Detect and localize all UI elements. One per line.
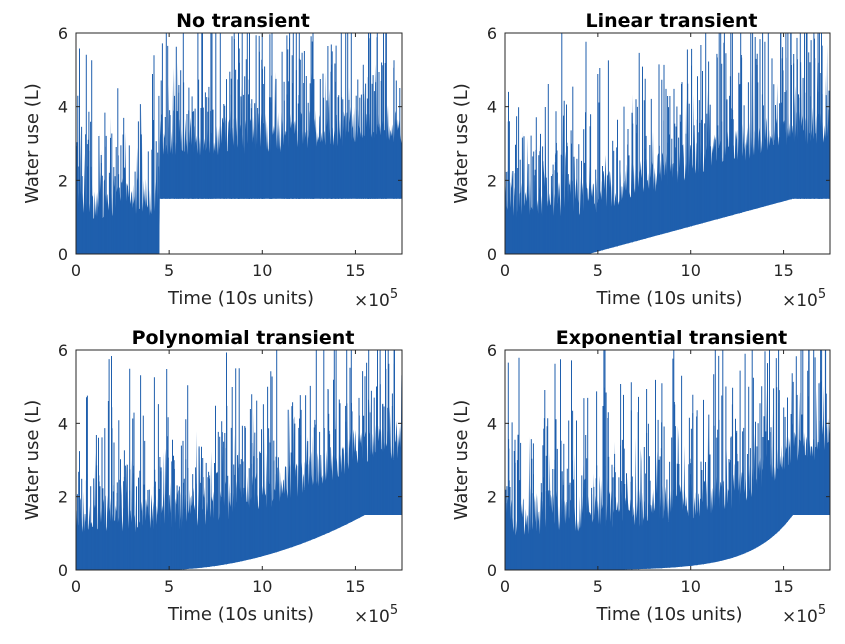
panel-1: 0 2 4 6 0 5 10 15 No transient Time (10s units) Wa… xyxy=(22,10,403,311)
panel-title: Polynomial transient xyxy=(132,327,355,349)
x-tick-label: 10 xyxy=(252,261,272,280)
y-tick-label: 6 xyxy=(487,24,497,43)
x-tick-label: 5 xyxy=(593,577,603,596)
y-tick-label: 0 xyxy=(487,245,497,264)
y-tick-label: 4 xyxy=(58,414,68,433)
x-tick-label: 0 xyxy=(500,261,510,280)
y-tick-label: 4 xyxy=(487,98,497,117)
x-tick-label: 5 xyxy=(593,261,603,280)
x-axis-label: Time (10s units) xyxy=(167,288,314,309)
axes-box xyxy=(504,32,831,255)
y-tick-label: 0 xyxy=(487,561,497,580)
series-fill xyxy=(505,383,830,570)
x-multiplier: ×105 xyxy=(354,287,398,311)
y-tick-label: 4 xyxy=(487,414,497,433)
y-tick-label: 2 xyxy=(58,488,68,507)
y-tick-label: 0 xyxy=(58,561,68,580)
series-water-use xyxy=(505,350,830,570)
x-tick-label: 5 xyxy=(164,261,174,280)
axes-box xyxy=(75,32,403,255)
series-spikes xyxy=(505,350,827,570)
x-tick-label: 15 xyxy=(773,577,793,596)
panel-2: 0 2 4 6 0 5 10 15 Linear transient Time (10s unit… xyxy=(451,10,831,311)
y-tick-label: 6 xyxy=(487,341,497,360)
y-axis-label: Water use (L) xyxy=(22,400,43,521)
series-fill xyxy=(76,377,402,570)
panel-title: Linear transient xyxy=(586,10,758,32)
y-tick-label: 2 xyxy=(487,488,497,507)
y-tick-label: 0 xyxy=(58,245,68,264)
series-water-use xyxy=(76,350,402,570)
x-tick-label: 15 xyxy=(773,261,793,280)
panel-3: 0 2 4 6 0 5 10 15 Polynomial transient Time (10s … xyxy=(22,327,403,627)
y-axis-label: Water use (L) xyxy=(451,400,472,521)
series-water-use xyxy=(76,33,402,254)
axes-box xyxy=(75,349,403,571)
y-tick-label: 6 xyxy=(58,341,68,360)
x-tick-label: 0 xyxy=(71,261,81,280)
series-spikes xyxy=(76,33,401,254)
y-axis-label: Water use (L) xyxy=(22,83,43,204)
axes-box xyxy=(504,349,831,571)
x-multiplier: ×105 xyxy=(782,603,826,627)
y-tick-label: 2 xyxy=(58,171,68,190)
x-tick-label: 15 xyxy=(345,261,365,280)
x-multiplier: ×105 xyxy=(354,603,398,627)
x-tick-label: 0 xyxy=(71,577,81,596)
panel-title: Exponential transient xyxy=(556,327,788,349)
x-tick-label: 15 xyxy=(345,577,365,596)
x-tick-label: 5 xyxy=(164,577,174,596)
x-tick-label: 10 xyxy=(252,577,272,596)
y-tick-label: 2 xyxy=(487,171,497,190)
y-tick-label: 4 xyxy=(58,98,68,117)
x-tick-label: 10 xyxy=(681,261,701,280)
x-axis-label: Time (10s units) xyxy=(595,288,742,309)
panel-4: 0 2 4 6 0 5 10 15 Exponential transient Time (10s… xyxy=(451,327,831,627)
x-tick-label: 0 xyxy=(500,577,510,596)
panel-title: No transient xyxy=(176,10,310,32)
y-axis-label: Water use (L) xyxy=(451,83,472,204)
y-tick-label: 6 xyxy=(58,24,68,43)
series-water-use xyxy=(505,33,830,254)
series-spikes xyxy=(505,33,830,254)
x-tick-label: 10 xyxy=(681,577,701,596)
x-axis-label: Time (10s units) xyxy=(167,604,314,625)
x-axis-label: Time (10s units) xyxy=(595,604,742,625)
x-multiplier: ×105 xyxy=(782,287,826,311)
